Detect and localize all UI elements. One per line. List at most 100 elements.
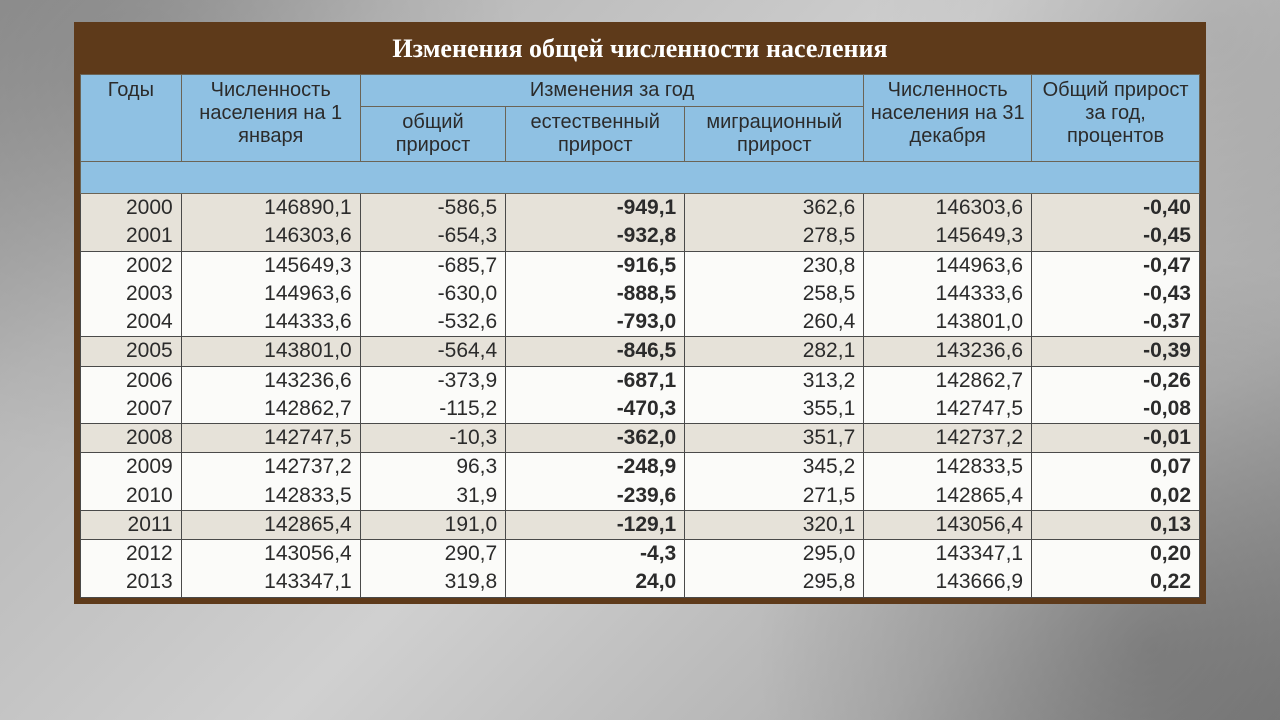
cell-g3: 320,1 [685, 510, 864, 539]
cell-g3: 258,5 [685, 280, 864, 308]
cell-g2: -362,0 [506, 424, 685, 453]
cell-pop1: 143236,6 [181, 366, 360, 395]
cell-year: 2000 [81, 194, 182, 223]
table-row: 2004144333,6-532,6-793,0260,4143801,0-0,… [81, 308, 1200, 337]
cell-g2: -846,5 [506, 337, 685, 366]
cell-pct: -0,40 [1032, 194, 1200, 223]
cell-g1: 290,7 [360, 540, 505, 569]
th-pct: Общий прирост за год, процентов [1032, 75, 1200, 162]
cell-g1: -564,4 [360, 337, 505, 366]
cell-pop2: 142865,4 [864, 482, 1032, 511]
table-row: 2001146303,6-654,3-932,8278,5145649,3-0,… [81, 222, 1200, 251]
cell-g1: -630,0 [360, 280, 505, 308]
cell-g2: -129,1 [506, 510, 685, 539]
cell-pct: -0,45 [1032, 222, 1200, 251]
cell-pop1: 142833,5 [181, 482, 360, 511]
cell-pop2: 145649,3 [864, 222, 1032, 251]
cell-pct: -0,47 [1032, 251, 1200, 280]
cell-year: 2005 [81, 337, 182, 366]
th-changes: Изменения за год [360, 75, 864, 107]
slide-title: Изменения общей численности населения [80, 28, 1200, 74]
cell-pop2: 142862,7 [864, 366, 1032, 395]
cell-g3: 271,5 [685, 482, 864, 511]
cell-g2: -4,3 [506, 540, 685, 569]
cell-g2: -949,1 [506, 194, 685, 223]
cell-pop2: 142737,2 [864, 424, 1032, 453]
cell-g1: 96,3 [360, 453, 505, 482]
cell-g1: -586,5 [360, 194, 505, 223]
cell-g3: 295,0 [685, 540, 864, 569]
cell-g3: 282,1 [685, 337, 864, 366]
cell-pct: 0,13 [1032, 510, 1200, 539]
cell-g3: 362,6 [685, 194, 864, 223]
table-row: 2005143801,0-564,4-846,5282,1143236,6-0,… [81, 337, 1200, 366]
cell-year: 2007 [81, 395, 182, 424]
cell-pct: 0,22 [1032, 568, 1200, 597]
cell-g1: -654,3 [360, 222, 505, 251]
cell-g2: 24,0 [506, 568, 685, 597]
th-spacer [81, 162, 1200, 194]
cell-pop1: 142862,7 [181, 395, 360, 424]
cell-pop1: 144963,6 [181, 280, 360, 308]
cell-pop1: 143801,0 [181, 337, 360, 366]
cell-pop2: 144963,6 [864, 251, 1032, 280]
table-row: 2006143236,6-373,9-687,1313,2142862,7-0,… [81, 366, 1200, 395]
cell-pop2: 143801,0 [864, 308, 1032, 337]
cell-g1: 191,0 [360, 510, 505, 539]
cell-pct: -0,43 [1032, 280, 1200, 308]
cell-pop2: 142747,5 [864, 395, 1032, 424]
cell-pop2: 143236,6 [864, 337, 1032, 366]
cell-pop1: 144333,6 [181, 308, 360, 337]
table-header: Годы Численность населения на 1 января И… [81, 75, 1200, 194]
th-total-growth: общий прирост [360, 107, 505, 162]
table-row: 2008142747,5-10,3-362,0351,7142737,2-0,0… [81, 424, 1200, 453]
table-row: 2009142737,296,3-248,9345,2142833,50,07 [81, 453, 1200, 482]
th-years: Годы [81, 75, 182, 162]
cell-year: 2002 [81, 251, 182, 280]
cell-year: 2008 [81, 424, 182, 453]
cell-g2: -932,8 [506, 222, 685, 251]
cell-g3: 351,7 [685, 424, 864, 453]
cell-pop2: 144333,6 [864, 280, 1032, 308]
th-pop-dec31: Численность населения на 31 декабря [864, 75, 1032, 162]
cell-pop1: 142747,5 [181, 424, 360, 453]
cell-pop1: 143056,4 [181, 540, 360, 569]
cell-g3: 230,8 [685, 251, 864, 280]
cell-g3: 295,8 [685, 568, 864, 597]
cell-pct: 0,20 [1032, 540, 1200, 569]
cell-g2: -470,3 [506, 395, 685, 424]
slide-frame: Изменения общей численности населения Го… [74, 22, 1206, 604]
cell-pop1: 145649,3 [181, 251, 360, 280]
cell-pop2: 143056,4 [864, 510, 1032, 539]
cell-g1: -532,6 [360, 308, 505, 337]
cell-g2: -916,5 [506, 251, 685, 280]
cell-g3: 355,1 [685, 395, 864, 424]
cell-pop2: 143347,1 [864, 540, 1032, 569]
cell-g1: -115,2 [360, 395, 505, 424]
table-row: 2007142862,7-115,2-470,3355,1142747,5-0,… [81, 395, 1200, 424]
table-row: 2000146890,1-586,5-949,1362,6146303,6-0,… [81, 194, 1200, 223]
cell-year: 2010 [81, 482, 182, 511]
cell-g3: 260,4 [685, 308, 864, 337]
cell-pop2: 142833,5 [864, 453, 1032, 482]
cell-pop1: 142737,2 [181, 453, 360, 482]
cell-g2: -239,6 [506, 482, 685, 511]
cell-g3: 313,2 [685, 366, 864, 395]
cell-g1: -10,3 [360, 424, 505, 453]
th-natural-growth: естественный прирост [506, 107, 685, 162]
table-row: 2013143347,1319,824,0295,8143666,90,22 [81, 568, 1200, 597]
cell-g2: -248,9 [506, 453, 685, 482]
table-body: 2000146890,1-586,5-949,1362,6146303,6-0,… [81, 194, 1200, 598]
cell-pop1: 142865,4 [181, 510, 360, 539]
cell-pct: -0,37 [1032, 308, 1200, 337]
cell-year: 2013 [81, 568, 182, 597]
table-row: 2003144963,6-630,0-888,5258,5144333,6-0,… [81, 280, 1200, 308]
cell-year: 2003 [81, 280, 182, 308]
cell-g2: -687,1 [506, 366, 685, 395]
cell-pop2: 146303,6 [864, 194, 1032, 223]
cell-g1: -373,9 [360, 366, 505, 395]
cell-pop2: 143666,9 [864, 568, 1032, 597]
cell-year: 2006 [81, 366, 182, 395]
cell-pct: -0,01 [1032, 424, 1200, 453]
table-row: 2012143056,4290,7-4,3295,0143347,10,20 [81, 540, 1200, 569]
